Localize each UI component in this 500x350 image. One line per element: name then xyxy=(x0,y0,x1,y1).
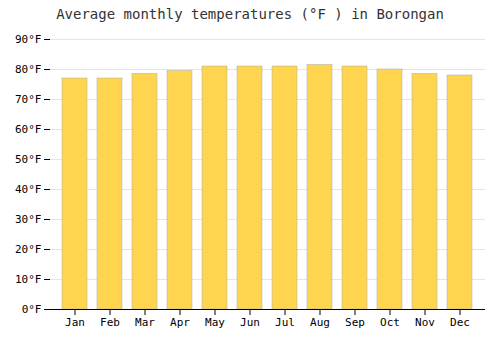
svg-text:Feb: Feb xyxy=(100,316,120,329)
svg-text:10°F: 10°F xyxy=(15,273,42,286)
svg-text:40°F: 40°F xyxy=(15,183,42,196)
svg-text:Dec: Dec xyxy=(450,316,470,329)
svg-text:Jun: Jun xyxy=(240,316,260,329)
svg-text:Sep: Sep xyxy=(345,316,365,329)
svg-text:90°F: 90°F xyxy=(15,33,42,46)
svg-text:Nov: Nov xyxy=(415,316,435,329)
svg-text:30°F: 30°F xyxy=(15,213,42,226)
html-text:Average monthly temperatures (: Average monthly temperatures (°F ) in Bo… xyxy=(56,6,444,22)
svg-text:Aug: Aug xyxy=(310,316,330,329)
svg-text:Oct: Oct xyxy=(380,316,400,329)
svg-text:Mar: Mar xyxy=(135,316,155,329)
svg-text:60°F: 60°F xyxy=(15,123,42,136)
svg-text:50°F: 50°F xyxy=(15,153,42,166)
svg-text:Jan: Jan xyxy=(65,316,85,329)
svg-text:Jul: Jul xyxy=(275,316,295,329)
svg-text:May: May xyxy=(205,316,225,329)
svg-text:20°F: 20°F xyxy=(15,243,42,256)
svg-text:70°F: 70°F xyxy=(15,93,42,106)
svg-text:Apr: Apr xyxy=(170,316,190,329)
svg-text:80°F: 80°F xyxy=(15,63,42,76)
svg-text:0°F: 0°F xyxy=(22,303,42,316)
